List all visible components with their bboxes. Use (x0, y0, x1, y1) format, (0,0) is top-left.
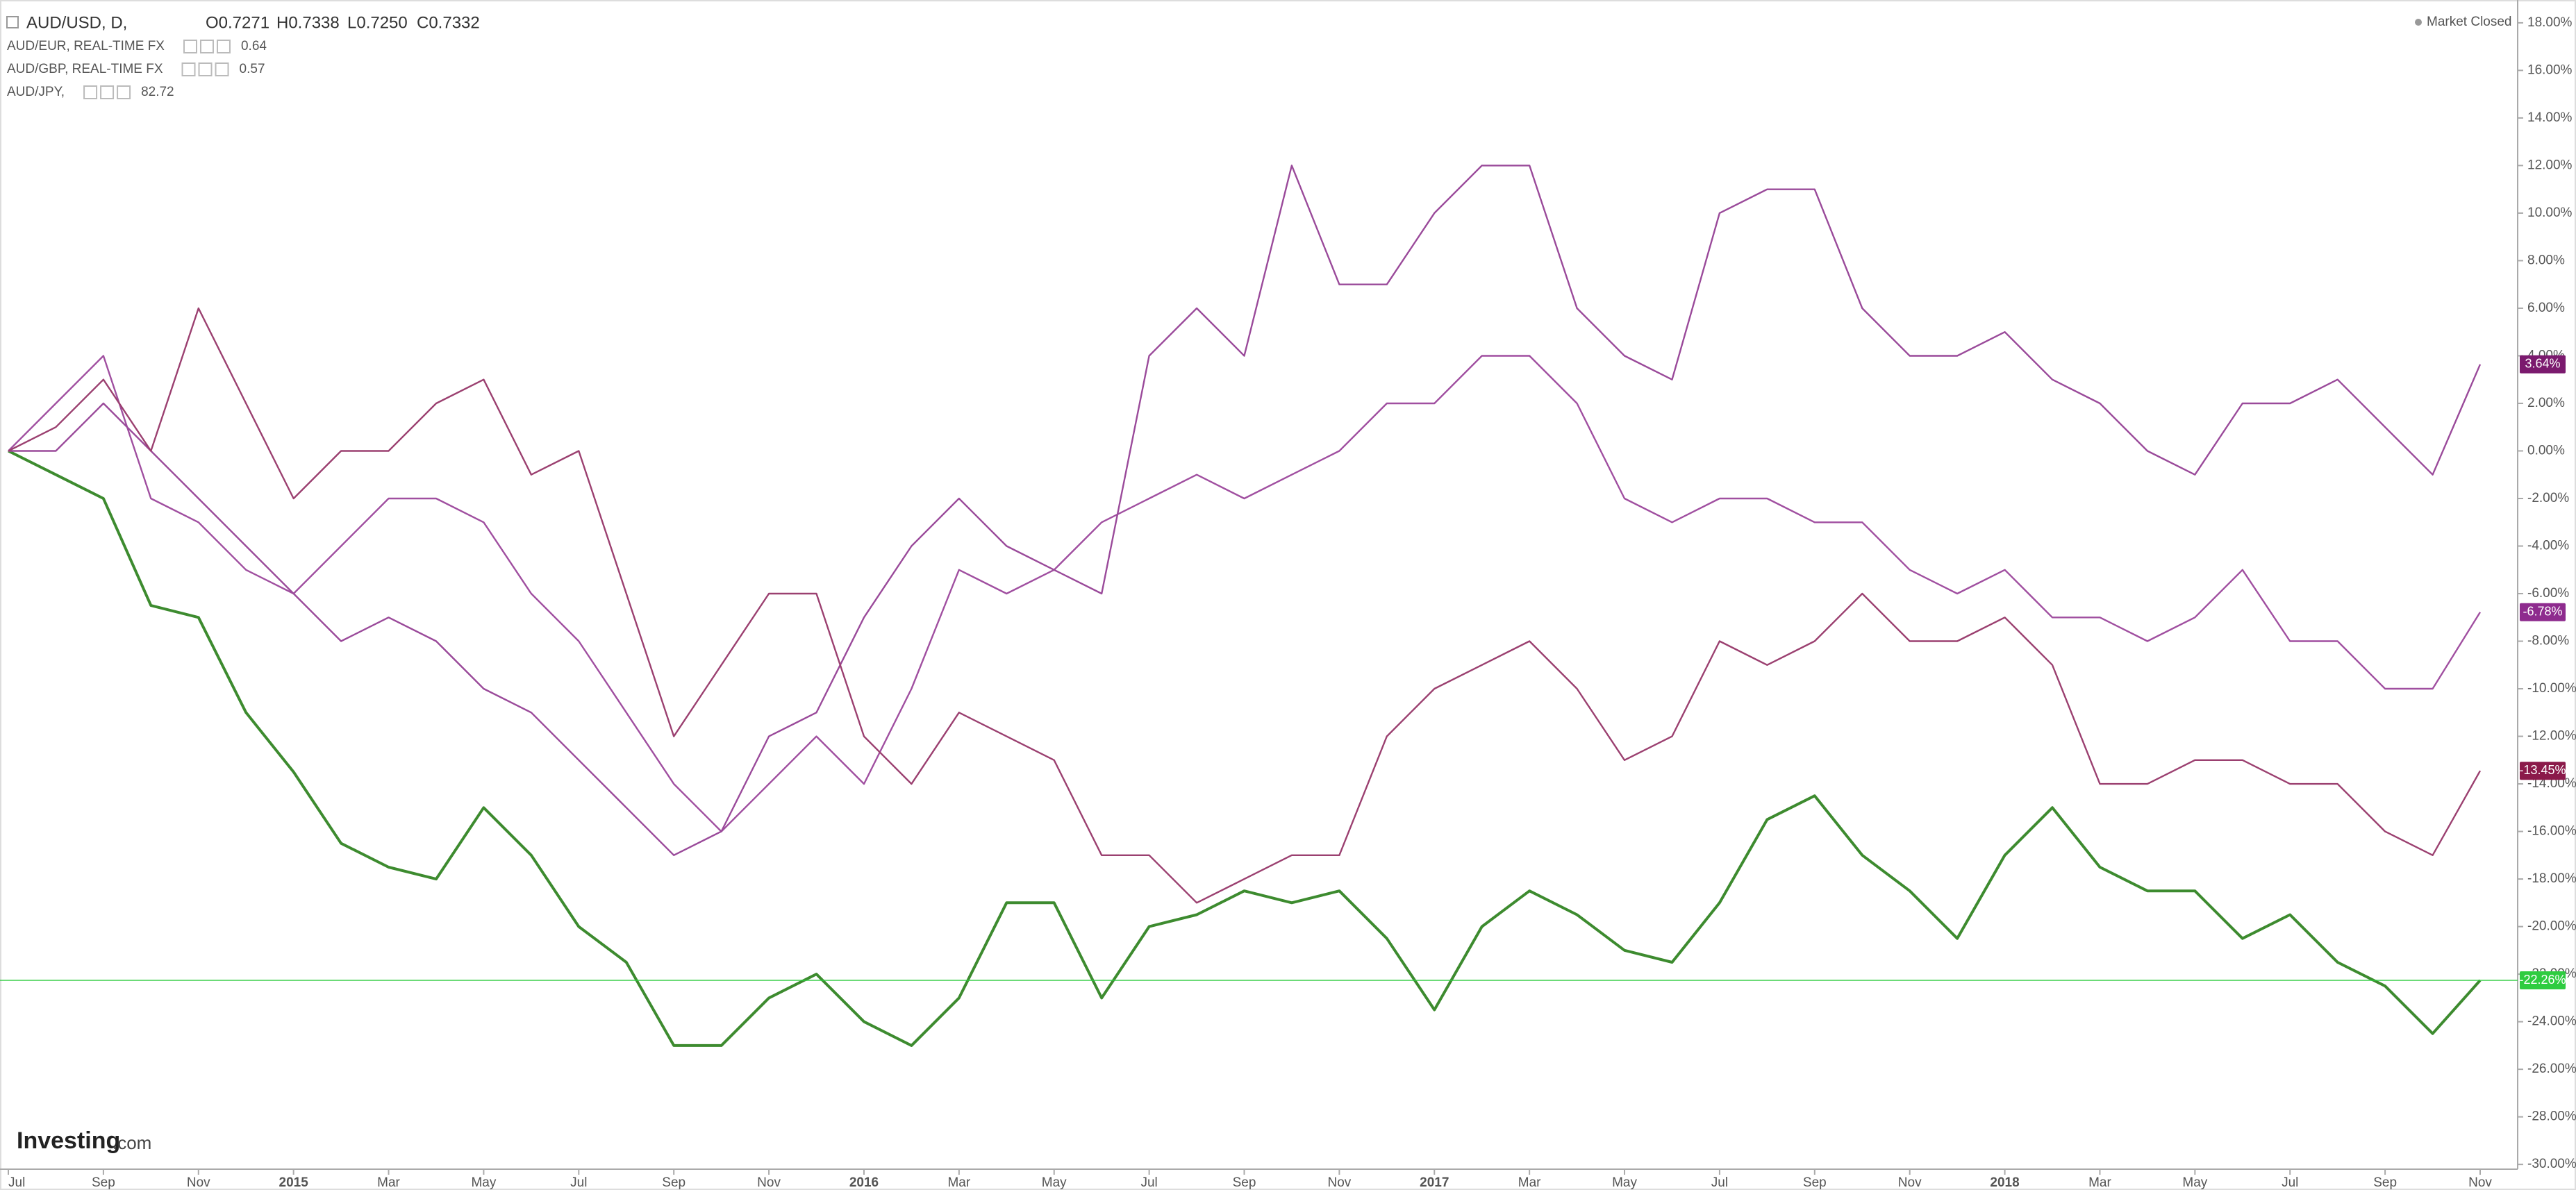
x-tick-label: Jul (2282, 1175, 2298, 1190)
y-tick-label: -10.00% (2527, 681, 2576, 696)
legend-icon (83, 85, 98, 99)
y-tick-label: -24.00% (2527, 1014, 2576, 1029)
logo-suffix: .com (113, 1132, 151, 1153)
series-line (8, 165, 2482, 856)
price-tag (2520, 355, 2566, 374)
legend-icon (100, 85, 115, 99)
x-tick-label: Mar (2088, 1175, 2111, 1190)
main-symbol: AUD/USD, D, (26, 13, 127, 32)
x-tick-label: Jul (1140, 1175, 1157, 1190)
x-tick-label: Sep (1803, 1175, 1827, 1190)
legend-icon (215, 62, 229, 76)
y-tick-label: 2.00% (2527, 396, 2565, 410)
y-tick-label: -14.00% (2527, 776, 2576, 791)
price-tag-label: 3.64% (2525, 357, 2560, 371)
x-tick-label: Nov (187, 1175, 210, 1190)
price-tag (2520, 762, 2566, 780)
x-tick-label: Sep (662, 1175, 685, 1190)
x-tick-label: Sep (92, 1175, 115, 1190)
y-tick-label: 12.00% (2527, 158, 2573, 172)
collapse-icon[interactable] (6, 16, 19, 28)
x-tick-label: Jul (8, 1175, 25, 1190)
y-tick-label: -28.00% (2527, 1109, 2576, 1124)
legend-name: AUD/JPY, (7, 85, 65, 99)
x-tick-label: Nov (1327, 1175, 1351, 1190)
price-tag-label: -22.26% (2519, 973, 2566, 987)
x-tick-label: Jul (1711, 1175, 1728, 1190)
x-tick-label: Nov (757, 1175, 781, 1190)
x-tick-label: Jul (570, 1175, 587, 1190)
x-tick-label: Mar (1518, 1175, 1541, 1190)
legend-icon (198, 62, 213, 76)
y-tick-label: -18.00% (2527, 871, 2576, 886)
y-tick-label: -16.00% (2527, 824, 2576, 839)
ohlc-group: O0.7271 H0.7338 L0.7250 C0.7332 (206, 13, 480, 32)
x-tick-label: May (2182, 1175, 2207, 1190)
legend-icon (199, 40, 214, 53)
price-tag (2520, 971, 2566, 990)
x-tick-label: 2016 (849, 1175, 879, 1190)
series-line (8, 449, 2482, 1047)
x-tick-label: May (471, 1175, 496, 1190)
x-tick-label: May (1042, 1175, 1067, 1190)
x-tick-label: Sep (1233, 1175, 1256, 1190)
market-status: Market Closed (2427, 15, 2512, 29)
y-tick-label: 14.00% (2527, 110, 2573, 125)
legend-price: 0.64 (241, 39, 267, 53)
x-tick-label: Nov (1898, 1175, 1922, 1190)
y-tick-label: 10.00% (2527, 206, 2573, 220)
series-line (8, 307, 2482, 904)
x-tick-label: Mar (377, 1175, 400, 1190)
x-tick-label: 2015 (279, 1175, 309, 1190)
x-tick-label: 2017 (1420, 1175, 1449, 1190)
ohlc-high: H0.7338 (276, 13, 340, 32)
ohlc-low: L0.7250 (347, 13, 408, 32)
legend-icon (181, 62, 196, 76)
legend-name: AUD/EUR, REAL-TIME FX (7, 39, 165, 53)
legend-price: 0.57 (240, 62, 265, 76)
ohlc-close: C0.7332 (417, 13, 480, 32)
legend-name: AUD/GBP, REAL-TIME FX (7, 62, 163, 76)
x-tick-label: Mar (947, 1175, 970, 1190)
x-tick-label: May (1612, 1175, 1637, 1190)
y-tick-label: -2.00% (2527, 491, 2569, 505)
y-tick-label: -12.00% (2527, 729, 2576, 744)
x-tick-label: Nov (2468, 1175, 2492, 1190)
ohlc-open: O0.7271 (206, 13, 269, 32)
x-tick-label: 2018 (1990, 1175, 2019, 1190)
y-tick-label: -6.00% (2527, 586, 2569, 601)
y-tick-label: 8.00% (2527, 253, 2565, 267)
legend-icon (216, 40, 231, 53)
y-tick-label: -4.00% (2527, 539, 2569, 553)
legend-icon (117, 85, 131, 99)
y-tick-label: -20.00% (2527, 919, 2576, 934)
logo: Investing (17, 1128, 120, 1154)
y-tick-label: 0.00% (2527, 443, 2565, 458)
y-tick-label: 18.00% (2527, 15, 2573, 30)
y-tick-label: 6.00% (2527, 301, 2565, 315)
price-tag (2520, 603, 2566, 621)
series-line (8, 355, 2482, 832)
price-tag-label: -13.45% (2519, 763, 2566, 777)
y-tick-label: -30.00% (2527, 1157, 2576, 1171)
y-tick-label: -26.00% (2527, 1062, 2576, 1076)
y-tick-label: -8.00% (2527, 634, 2569, 648)
legend-icon (183, 40, 197, 53)
y-tick-label: 16.00% (2527, 62, 2573, 77)
status-dot (2415, 19, 2422, 26)
legend-price: 82.72 (141, 85, 174, 99)
x-tick-label: Sep (2373, 1175, 2397, 1190)
price-tag-label: -6.78% (2523, 604, 2562, 618)
